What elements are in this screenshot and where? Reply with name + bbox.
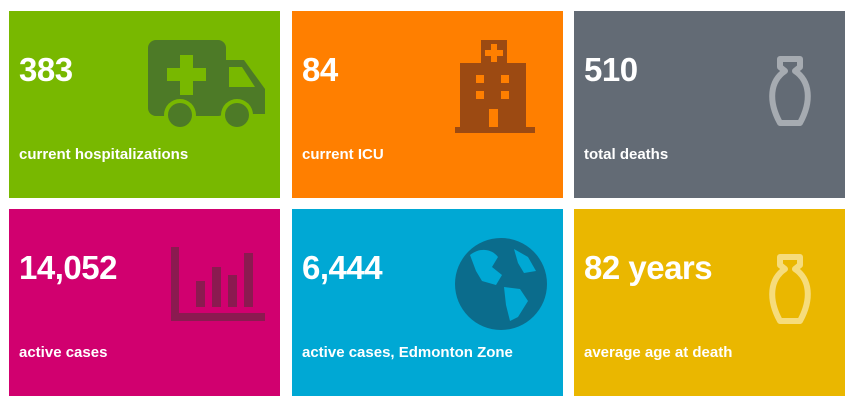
tile-label: current ICU (302, 146, 384, 163)
bar-chart-icon (171, 247, 265, 321)
tile: 6,444 active cases, Edmonton Zone (292, 209, 563, 396)
tile-value: 6,444 (302, 249, 383, 286)
tile: 383 current hospitalizations (9, 11, 280, 198)
tile: 82 years average age at death (574, 209, 845, 396)
tile-value: 82 years (584, 249, 713, 286)
tile: 14,052 active cases (9, 209, 280, 396)
ambulance-icon (148, 40, 265, 131)
tile-label: current hospitalizations (19, 146, 189, 163)
tile-label: active cases (19, 344, 108, 361)
urn-icon (769, 254, 811, 324)
tile: 510 total deaths (574, 11, 845, 198)
tile-value: 14,052 (19, 249, 117, 286)
tile-value: 383 (19, 51, 73, 88)
tile-label: total deaths (584, 146, 669, 163)
urn-icon (769, 56, 811, 126)
tile-label: active cases, Edmonton Zone (302, 344, 513, 361)
tile-label: average age at death (584, 344, 733, 361)
globe-icon (455, 238, 547, 330)
hospital-icon (455, 40, 535, 133)
tile: 84 current ICU (292, 11, 563, 198)
tile-value: 84 (302, 51, 338, 88)
tile-value: 510 (584, 51, 638, 88)
